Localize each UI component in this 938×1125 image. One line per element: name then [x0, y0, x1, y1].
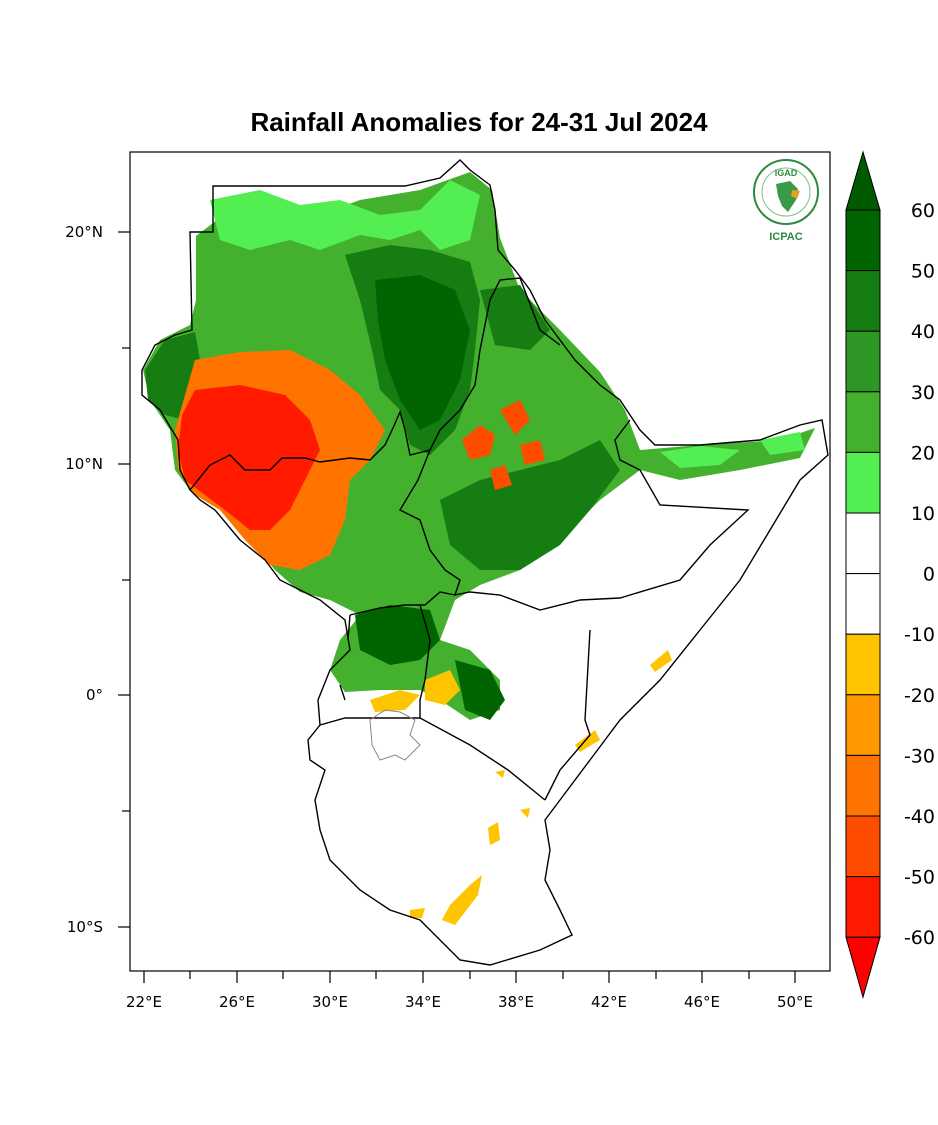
lon-label-38e: 38°E: [498, 993, 534, 1011]
light-green-patches: [210, 180, 805, 468]
map-title: Rainfall Anomalies for 24-31 Jul 2024: [250, 107, 708, 137]
colorbar-label: 40: [911, 321, 935, 343]
colorbar-bin: [845, 876, 881, 938]
colorbar-label: -30: [904, 745, 935, 767]
lon-label-50e: 50°E: [777, 993, 813, 1011]
south-sudan-ethiopia-border: [399, 449, 461, 606]
colorbar-labels: 60 50 40 30 20 10 0 -10 -20 -30 -40 -50 -60: [904, 200, 935, 949]
igad-region-highlight: [791, 190, 800, 199]
logo-inner-ring: [761, 167, 811, 217]
colorbar-label: 10: [911, 503, 935, 525]
colorbar-bin: [845, 270, 881, 332]
colorbar-label: 60: [911, 200, 935, 222]
uganda-drc-border: [339, 604, 425, 701]
igad-region-outline: [141, 159, 829, 966]
icpac-logo: IGAD ICPAC: [753, 159, 819, 243]
colorbar-bin: [845, 633, 881, 696]
red-anomaly-area: [178, 385, 320, 530]
logo-icpac-text: ICPAC: [769, 231, 802, 243]
kenya-uganda-tanzania-border: [319, 604, 546, 801]
ethiopia-dry-patches: [462, 400, 545, 490]
colorbar-bin: [845, 694, 881, 756]
lake-victoria: [369, 709, 421, 761]
lat-label-10s: 10°S: [67, 918, 103, 936]
colorbar-label: -20: [904, 685, 935, 707]
colorbar-bottom-arrow: [845, 936, 881, 1000]
colorbar-label: 30: [911, 382, 935, 404]
colorbar-bin: [845, 815, 881, 878]
colorbar-bin: [845, 512, 881, 575]
latitude-axis: [118, 231, 130, 928]
lon-label-42e: 42°E: [591, 993, 627, 1011]
colorbar-label: -50: [904, 867, 935, 889]
colorbar: [845, 150, 881, 1000]
colorbar-bin: [845, 391, 881, 453]
colorbar-bin: [845, 573, 881, 635]
colorbar-label: 50: [911, 261, 935, 283]
lon-label-46e: 46°E: [684, 993, 720, 1011]
lat-label-10n: 10°N: [65, 455, 103, 473]
colorbar-label: 0: [923, 564, 935, 586]
colorbar-label: -40: [904, 806, 935, 828]
lat-label-20n: 20°N: [65, 223, 103, 241]
country-borders: [141, 159, 829, 966]
colorbar-label: -60: [904, 927, 935, 949]
logo-igad-text: IGAD: [775, 168, 798, 178]
kenya-somalia-border: [544, 629, 591, 801]
colorbar-label: -10: [904, 624, 935, 646]
lon-label-34e: 34°E: [405, 993, 441, 1011]
colorbar-label: 20: [911, 442, 935, 464]
lat-label-0: 0°: [86, 686, 103, 704]
colorbar-bin: [845, 209, 881, 272]
colorbar-top-arrow: [845, 150, 881, 211]
dark-green-core-ethiopia: [440, 285, 620, 570]
colorbar-bin: [845, 451, 881, 514]
dark-green-core-south: [355, 275, 505, 720]
lon-label-26e: 26°E: [219, 993, 255, 1011]
lon-label-30e: 30°E: [312, 993, 348, 1011]
colorbar-bin: [845, 330, 881, 393]
lon-label-22e: 22°E: [126, 993, 162, 1011]
colorbar-bin: [845, 754, 881, 817]
ethiopia-somalia-border: [454, 419, 750, 611]
longitude-axis: [143, 971, 796, 983]
sudan-south-sudan-border: [189, 277, 561, 491]
africa-silhouette: [776, 181, 798, 212]
